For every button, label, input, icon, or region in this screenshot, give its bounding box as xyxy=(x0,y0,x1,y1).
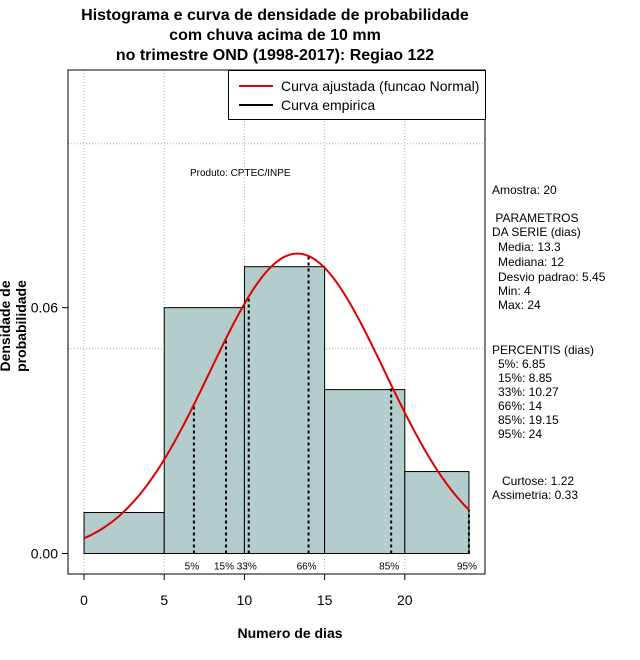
normal-fit-curve xyxy=(83,252,470,540)
percentile-15: 15%: 8.85 xyxy=(498,371,553,385)
legend: Curva ajustada (funcao Normal) Curva emp… xyxy=(228,70,486,120)
legend-empirical-swatch xyxy=(239,104,273,106)
histogram-bar-1 xyxy=(163,307,245,555)
x-tick-label-15: 15 xyxy=(317,592,333,608)
stat-max: Max: 24 xyxy=(498,298,541,312)
percentile-label-1: 15% xyxy=(214,562,234,573)
percentile-label-4: 85% xyxy=(379,562,399,573)
chart-title-line-2: com chuva acima de 10 mm xyxy=(169,27,381,44)
percentiles-header: PERCENTIS (dias) xyxy=(492,343,595,357)
legend-entry-empirical: Curva empirica xyxy=(239,96,375,114)
percentile-5: 5%: 6.85 xyxy=(498,357,546,371)
percentile-85: 85%: 19.15 xyxy=(498,413,559,427)
histogram-bar-2 xyxy=(243,266,326,555)
x-tick-label-5: 5 xyxy=(160,592,168,608)
x-axis-label: Numero de dias xyxy=(237,625,343,641)
percentile-label-2: 33% xyxy=(237,562,257,573)
stat-sd: Desvio padrao: 5.45 xyxy=(498,270,606,284)
histogram-bar-4 xyxy=(404,471,470,555)
y-tick-label-0: 0.00 xyxy=(31,546,58,562)
legend-fit-label: Curva ajustada (funcao Normal) xyxy=(281,78,480,94)
stat-median: Mediana: 12 xyxy=(498,255,565,269)
x-tick-label-0: 0 xyxy=(80,592,88,608)
produto-annotation: Produto: CPTEC/INPE xyxy=(190,168,291,179)
legend-empirical-label: Curva empirica xyxy=(281,97,376,113)
legend-fit-swatch xyxy=(239,85,273,87)
x-tick-label-10: 10 xyxy=(237,592,253,608)
percentile-66: 66%: 14 xyxy=(498,399,543,413)
stat-kurtosis: Curtose: 1.22 xyxy=(502,474,575,488)
stat-skewness: Assimetria: 0.33 xyxy=(492,488,579,502)
parameters-header: PARAMETROS DA SERIE (dias) xyxy=(492,211,581,239)
chart-title-line-1: Histograma e curva de densidade de proba… xyxy=(81,7,469,24)
y-tick-label-1: 0.06 xyxy=(31,300,58,316)
stat-mean: Media: 13.3 xyxy=(498,240,561,254)
x-tick-label-20: 20 xyxy=(397,592,413,608)
chart-title-line-3: no trimestre OND (1998-2017): Regiao 122 xyxy=(115,47,435,64)
percentile-33: 33%: 10.27 xyxy=(498,385,559,399)
percentile-label-3: 66% xyxy=(297,562,317,573)
histogram-bar-0 xyxy=(83,512,165,555)
percentile-label-0: 5% xyxy=(185,562,200,573)
y-axis-label: Densidade de probabilidade xyxy=(0,280,29,372)
histogram-bar-3 xyxy=(324,389,406,555)
stat-min: Min: 4 xyxy=(498,284,531,298)
legend-entry-fit: Curva ajustada (funcao Normal) xyxy=(239,77,479,95)
percentile-label-5: 95% xyxy=(457,562,477,573)
percentile-95: 95%: 24 xyxy=(498,427,543,441)
sample-size: Amostra: 20 xyxy=(492,183,557,197)
